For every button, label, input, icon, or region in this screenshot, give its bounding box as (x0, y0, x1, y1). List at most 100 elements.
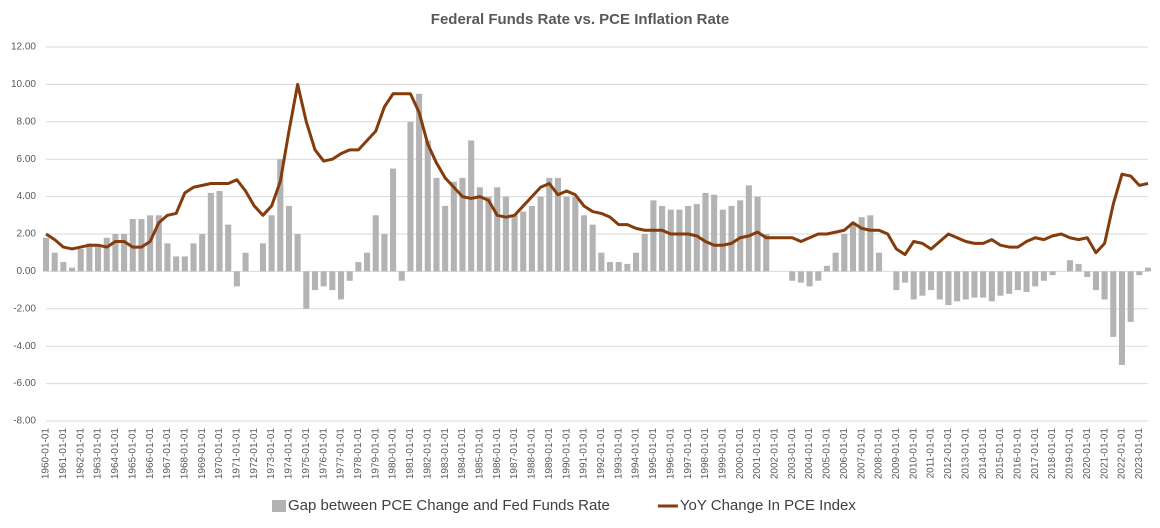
bar (980, 271, 987, 298)
bar (572, 196, 579, 272)
x-tick-label: 2005-01-01 (822, 428, 833, 480)
bar (728, 205, 735, 272)
x-tick-label: 1984-01-01 (457, 428, 468, 480)
bar (199, 234, 206, 272)
x-tick-label: 1977-01-01 (336, 428, 347, 480)
x-tick-label: 1974-01-01 (284, 428, 295, 480)
bar (511, 215, 518, 272)
bar (919, 271, 926, 296)
x-tick-label: 1968-01-01 (179, 428, 190, 480)
x-tick-label: 2018-01-01 (1047, 428, 1058, 480)
x-tick-label: 1990-01-01 (561, 428, 572, 480)
bar (390, 168, 397, 272)
bar (858, 217, 865, 272)
x-tick-label: 2015-01-01 (995, 428, 1006, 480)
bar (364, 252, 371, 272)
y-tick-label: -6.00 (13, 378, 36, 389)
bar (155, 215, 162, 272)
bar (893, 271, 900, 291)
bar (1075, 263, 1082, 272)
x-tick-label: 1969-01-01 (197, 428, 208, 480)
bar (606, 262, 614, 272)
bar (381, 234, 388, 272)
x-tick-label: 1989-01-01 (544, 428, 555, 480)
bar (450, 181, 457, 272)
bar (867, 215, 874, 272)
bar (303, 271, 310, 309)
bar (546, 177, 553, 272)
bar (112, 234, 119, 272)
x-tick-label: 1962-01-01 (75, 428, 86, 480)
x-tick-label: 1996-01-01 (665, 428, 676, 480)
x-tick-label: 2007-01-01 (856, 428, 867, 480)
bar (485, 196, 492, 272)
x-tick-label: 1975-01-01 (301, 428, 312, 480)
bar (962, 271, 969, 300)
x-tick-label: 1980-01-01 (388, 428, 399, 480)
bar (797, 271, 804, 283)
x-tick-label: 1961-01-01 (58, 428, 69, 480)
y-tick-label: 4.00 (17, 191, 37, 202)
x-tick-label: 2016-01-01 (1012, 428, 1023, 480)
bar (476, 187, 483, 272)
bar (468, 140, 475, 272)
bar (225, 224, 232, 272)
bar (1127, 271, 1134, 322)
x-tick-label: 2022-01-01 (1117, 428, 1128, 480)
bar (624, 263, 631, 272)
bar (1066, 260, 1073, 272)
bar (173, 256, 180, 272)
bar (841, 234, 848, 272)
bar (277, 159, 284, 272)
x-tick-label: 1966-01-01 (145, 428, 156, 480)
x-tick-label: 1972-01-01 (249, 428, 260, 480)
x-tick-label: 1965-01-01 (127, 428, 138, 480)
bar (207, 192, 214, 272)
bar (95, 245, 102, 272)
bar (1049, 271, 1056, 276)
bar (1032, 271, 1039, 287)
x-tick-label: 2008-01-01 (874, 428, 885, 480)
bar (164, 243, 171, 272)
bar (528, 205, 535, 272)
legend-label: YoY Change In PCE Index (680, 497, 856, 514)
x-tick-label: 1985-01-01 (474, 428, 485, 480)
bar (745, 185, 752, 272)
bar (997, 271, 1004, 296)
bar (1092, 271, 1099, 291)
x-tick-label: 1981-01-01 (405, 428, 416, 480)
bar (598, 252, 605, 272)
bar (42, 237, 50, 272)
bar (398, 271, 405, 281)
bar (702, 192, 709, 272)
line (45, 82, 1149, 257)
bar (554, 177, 561, 272)
bar (68, 267, 76, 272)
bar (875, 252, 883, 272)
x-tick-label: 2019-01-01 (1065, 428, 1076, 480)
x-tick-label: 1983-01-01 (440, 428, 451, 480)
bar (563, 196, 570, 272)
bar (650, 200, 657, 272)
bar (259, 243, 266, 272)
bar (971, 271, 978, 298)
bar (737, 200, 744, 272)
bar (936, 271, 943, 300)
x-tick-label: 2013-01-01 (960, 428, 971, 480)
x-tick-label: 1970-01-01 (214, 428, 225, 480)
x-tick-label: 1988-01-01 (527, 428, 538, 480)
x-tick-label: 2002-01-01 (770, 428, 781, 480)
legend-swatch (272, 500, 286, 512)
bar (580, 215, 588, 272)
legend-label: Gap between PCE Change and Fed Funds Rat… (288, 497, 610, 514)
bar (1136, 271, 1143, 276)
bar (233, 271, 240, 287)
bar (442, 205, 449, 272)
bar (910, 271, 917, 300)
bar (147, 215, 154, 272)
bar (789, 271, 796, 281)
bar (676, 209, 683, 272)
bar (181, 256, 188, 272)
bar (242, 252, 249, 272)
x-tick-label: 1994-01-01 (631, 428, 642, 480)
